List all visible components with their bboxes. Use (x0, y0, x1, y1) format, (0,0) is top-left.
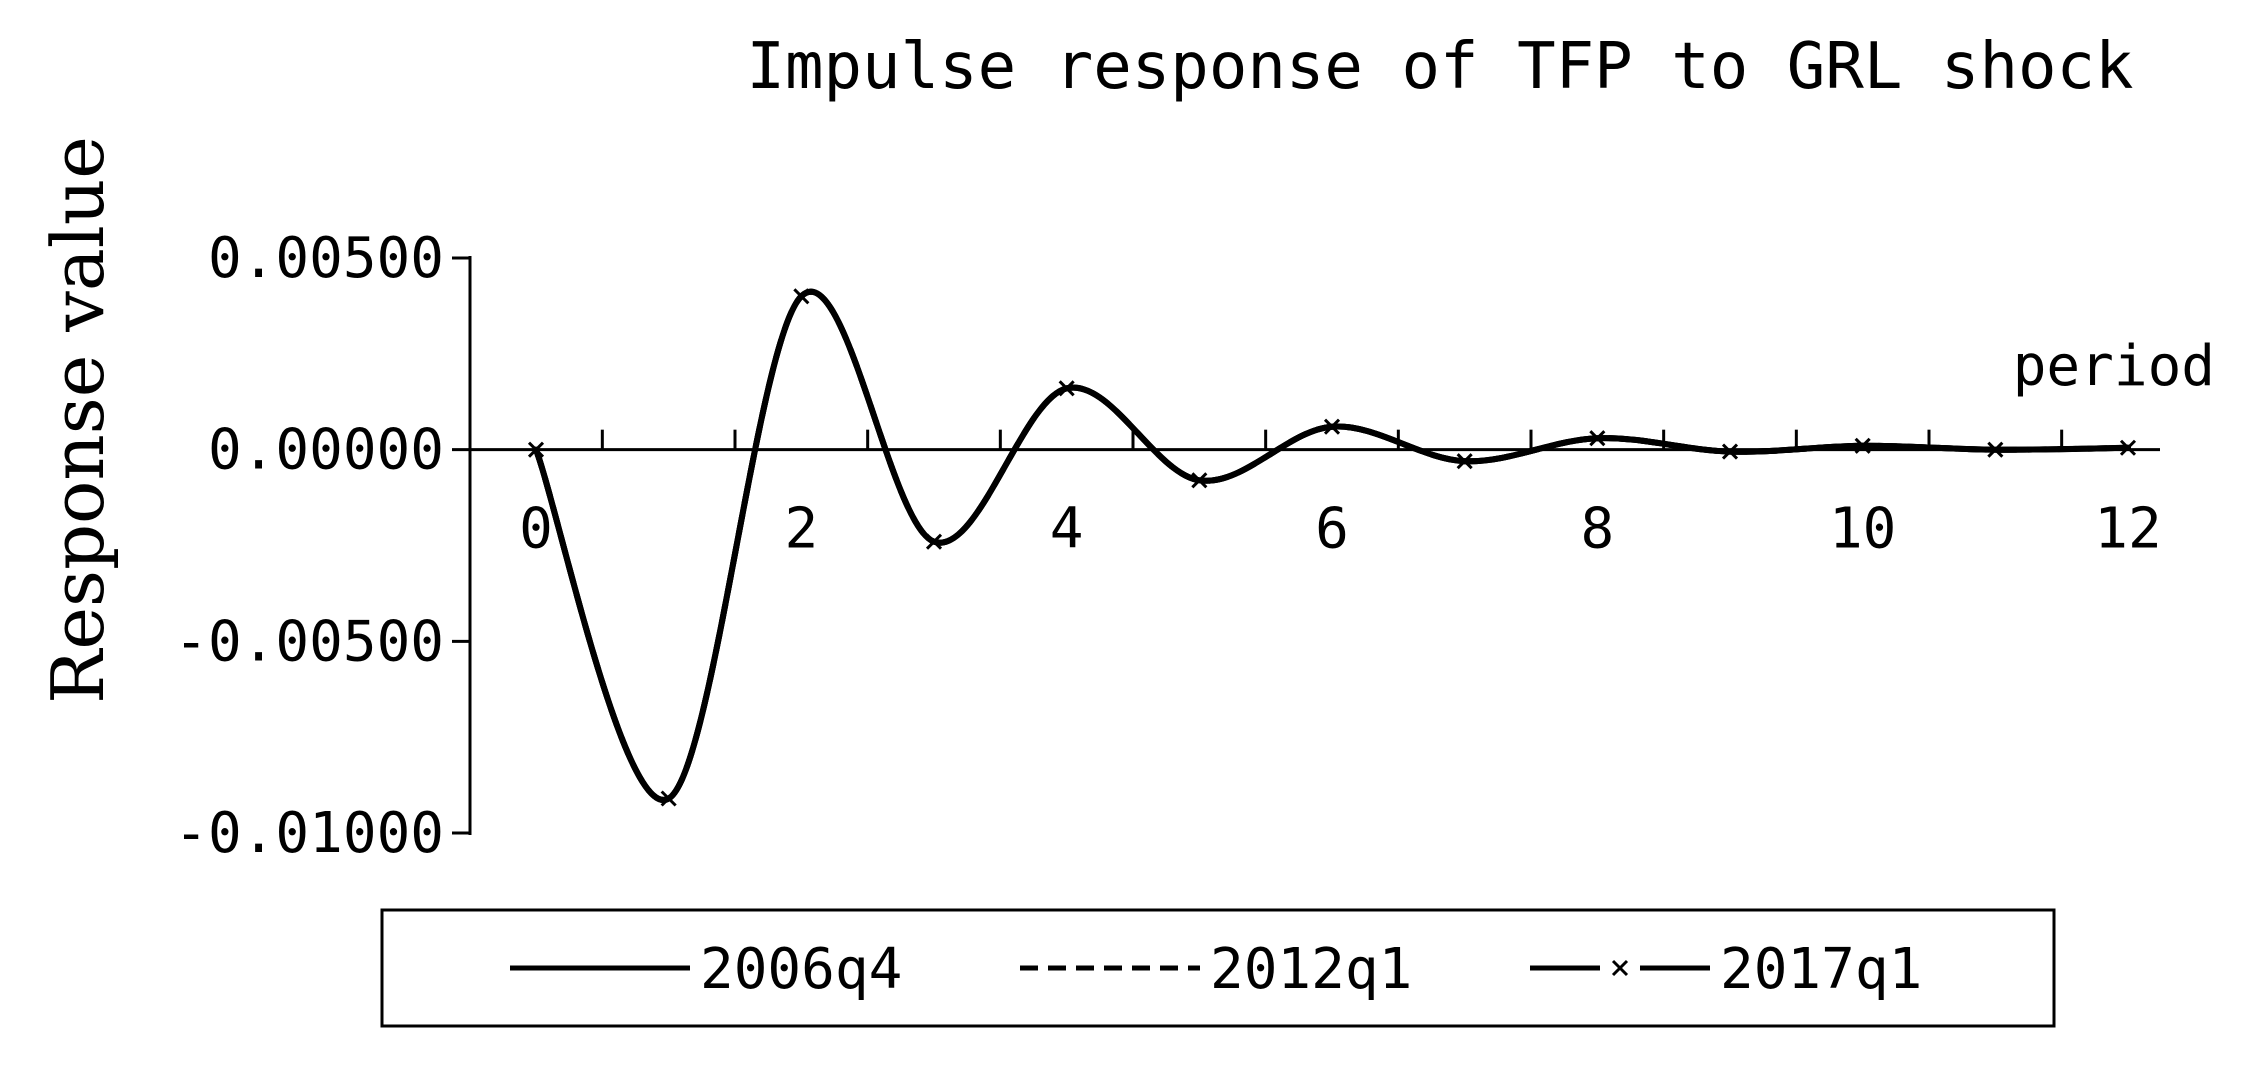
y-axis-label: Response value (36, 136, 120, 704)
legend: 2006q4 2012q1 2017q1 (380, 908, 2056, 1028)
legend-item-2017q1: 2017q1 (1530, 937, 1922, 1002)
x-axis-label: period (2013, 334, 2215, 399)
x-tick-label: 8 (1580, 497, 1614, 562)
chart-title: Impulse response of TFP to GRL shock (746, 30, 2133, 104)
y-tick-label: 0.00500 (208, 226, 444, 291)
data-point-2017q1 (1721, 443, 1739, 460)
data-point-2017q1 (1987, 441, 2004, 458)
x-tick-label: 0 (519, 497, 553, 562)
x-tick-label: 6 (1315, 497, 1349, 562)
data-point-2017q1 (660, 790, 677, 807)
data-point-2017q1 (1191, 472, 1208, 489)
data-point-2017q1 (1456, 453, 1473, 470)
data-point-2017q1 (793, 288, 810, 305)
series-layer (527, 288, 2137, 807)
x-tick-label: 4 (1050, 497, 1084, 562)
x-tick-label: 10 (1829, 497, 1896, 562)
y-tick-label: 0.00000 (208, 418, 444, 483)
data-point-2017q1 (925, 533, 943, 550)
legend-label: 2006q4 (700, 937, 902, 1002)
x-tick-label: 2 (784, 497, 818, 562)
y-tick-label: -0.00500 (174, 609, 444, 674)
data-point-2017q1 (1854, 437, 1871, 454)
data-point-2017q1 (1589, 430, 1606, 447)
data-point-2017q1 (2119, 439, 2137, 456)
legend-marker (1611, 959, 1629, 977)
data-point-2017q1 (527, 441, 545, 458)
legend-label: 2012q1 (1210, 937, 1412, 1002)
legend-item-2012q1: 2012q1 (1020, 937, 1412, 1002)
legend-box (380, 908, 2056, 1028)
data-point-2017q1 (1058, 380, 1075, 397)
axes: 0.00500 0.00000 -0.00500 -0.01000 0 2 4 6 8 10 12 (174, 226, 2161, 866)
y-tick-label: -0.01000 (174, 801, 444, 866)
data-point-2017q1 (1323, 418, 1341, 435)
x-tick-label: 12 (2094, 497, 2161, 562)
series-line-2017q1 (533, 289, 2131, 803)
legend-item-2006q4: 2006q4 (510, 937, 902, 1002)
legend-label: 2017q1 (1720, 937, 1922, 1002)
